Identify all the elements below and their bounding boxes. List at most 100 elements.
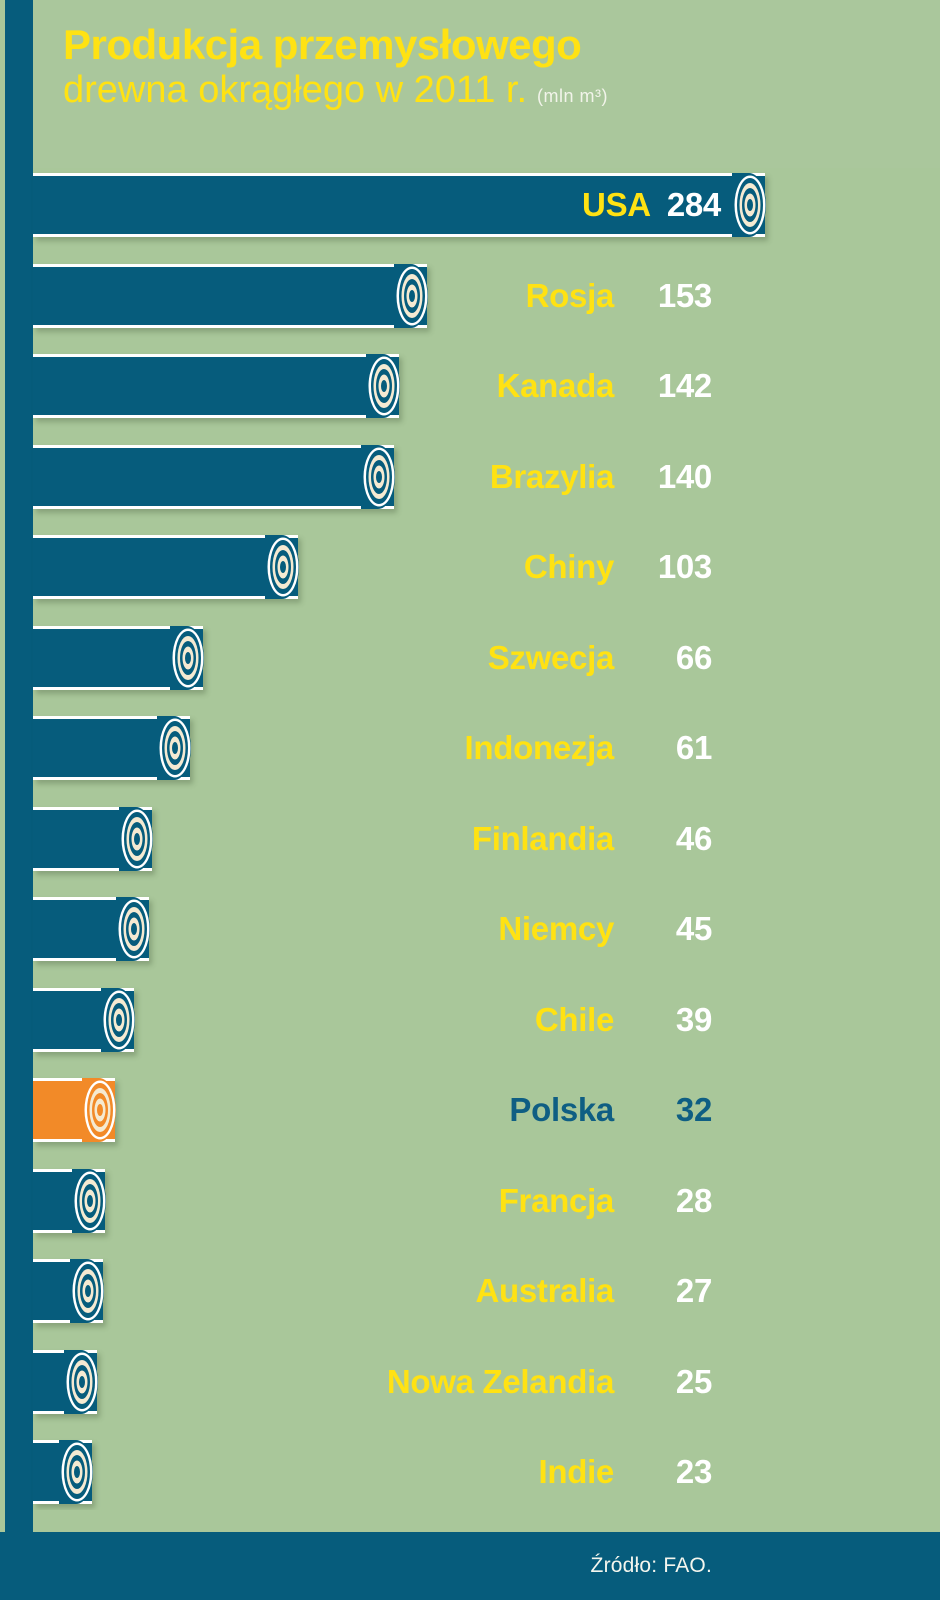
country-label-cell: Szwecja [487,626,615,690]
bar-rosja[interactable] [33,263,428,328]
log-end-cap [171,627,205,689]
bar-row: Chile 39 [0,987,940,1052]
log-end-cap [65,1351,99,1413]
country-label-cell: Niemcy [498,897,614,961]
value-label-cell: 142 [630,354,712,418]
value-label: 61 [675,729,712,766]
bar-row: Niemcy 45 [0,897,940,961]
value-label: 27 [675,1272,712,1309]
value-label: 284 [666,186,721,223]
bar-row: Brazylia 140 [0,444,940,509]
log-ring-icon [72,1261,104,1321]
log-ring-icon [74,1171,106,1230]
country-label-cell: Chiny [524,535,614,599]
log-ring-icon [363,447,395,506]
value-label-cell: 27 [630,1259,712,1323]
value-label-cell: 66 [630,626,712,690]
bar-row: Kanada 142 [0,354,940,418]
unit-label: (mln m³) [537,86,609,107]
value-label-cell: 140 [630,445,712,509]
log-end-cap [395,265,429,327]
value-label: 28 [675,1181,712,1219]
bar-chart-plot: USA 284 Rosja 153 Kanada 142 [0,168,940,1532]
bar-usa[interactable] [33,173,766,237]
country-label: Szwecja [487,638,615,676]
log-end-cap [367,355,401,417]
country-label: Finlandia [471,819,614,857]
page-title-line1: Produkcja przemysłowego [63,21,582,68]
country-label-cell: Indie [538,1440,614,1504]
value-label-cell: 25 [630,1350,712,1414]
log-end-cap [60,1441,94,1503]
country-label-cell: Brazylia [490,445,614,509]
country-label: Polska [509,1091,614,1128]
country-label-cell: Rosja [525,264,615,328]
bar-row: Nowa Zelandia 25 [0,1349,940,1414]
bar-label-group: USA 284 [582,173,721,237]
chart-header: Produkcja przemysłowego drewna okrągłego… [33,0,940,168]
bar-row: Australia 27 [0,1259,940,1323]
log-ring-icon [84,1080,116,1140]
source-label: Źródło: FAO. [590,1554,712,1577]
value-label-cell: 46 [630,807,712,871]
left-margin-strip [0,0,5,1600]
bar-row: Polska 32 [0,1078,940,1142]
bar-row: Szwecja 66 [0,625,940,690]
bar-brazylia[interactable] [33,444,395,509]
value-label-cell: 103 [630,535,712,599]
country-label: Brazylia [489,457,614,495]
log-end-cap [73,1170,107,1232]
country-label: Kanada [496,367,615,404]
country-label-cell: Finlandia [472,807,614,871]
value-label: 46 [675,819,712,857]
country-label: Indonezja [464,729,615,766]
log-end-cap [266,536,300,598]
country-label: Chile [534,1000,614,1038]
value-label: 25 [675,1362,712,1400]
log-ring-icon [66,1352,98,1411]
value-label-cell: 28 [630,1169,712,1233]
log-end-cap [120,808,154,870]
footer-gap [33,1510,940,1532]
log-end-cap [362,446,396,508]
log-ring-icon [159,718,191,778]
bar-row: Indonezja 61 [0,716,940,780]
log-ring-icon [396,266,428,325]
value-label: 103 [657,548,712,585]
log-ring-icon [734,175,766,235]
log-end-cap [158,717,192,779]
value-label: 32 [675,1091,712,1128]
country-label-cell: Nowa Zelandia [387,1350,614,1414]
log-end-cap [71,1260,105,1322]
bar-chiny[interactable] [33,535,299,599]
bar-row: Rosja 153 [0,263,940,328]
country-label: Nowa Zelandia [386,1362,614,1400]
value-label-cell: 153 [630,264,712,328]
log-ring-icon [368,356,400,416]
country-label: Rosja [525,276,615,314]
value-label: 66 [675,638,712,676]
value-label-cell: 45 [630,897,712,961]
country-label: Australia [475,1272,614,1309]
value-label: 23 [675,1453,712,1490]
bar-kanada[interactable] [33,354,400,418]
log-end-cap [83,1079,117,1141]
country-label-cell: Indonezja [464,716,615,780]
bar-row: USA 284 [0,173,940,237]
value-label-cell: 39 [630,988,712,1052]
bar-row: Indie 23 [0,1440,940,1504]
chart-footer: Źródło: FAO. [0,1532,940,1600]
country-label-cell: Kanada [496,354,615,418]
log-ring-icon [267,537,299,597]
value-label: 142 [657,367,712,404]
log-ring-icon [118,899,150,959]
country-label-cell: Chile [535,988,614,1052]
value-label: 39 [675,1000,712,1038]
log-ring-icon [61,1442,93,1502]
country-label-cell: Polska [509,1078,614,1142]
country-label-cell: Francja [499,1169,615,1233]
log-end-cap [117,898,151,960]
country-label: Chiny [523,548,614,585]
value-label-cell: 23 [630,1440,712,1504]
